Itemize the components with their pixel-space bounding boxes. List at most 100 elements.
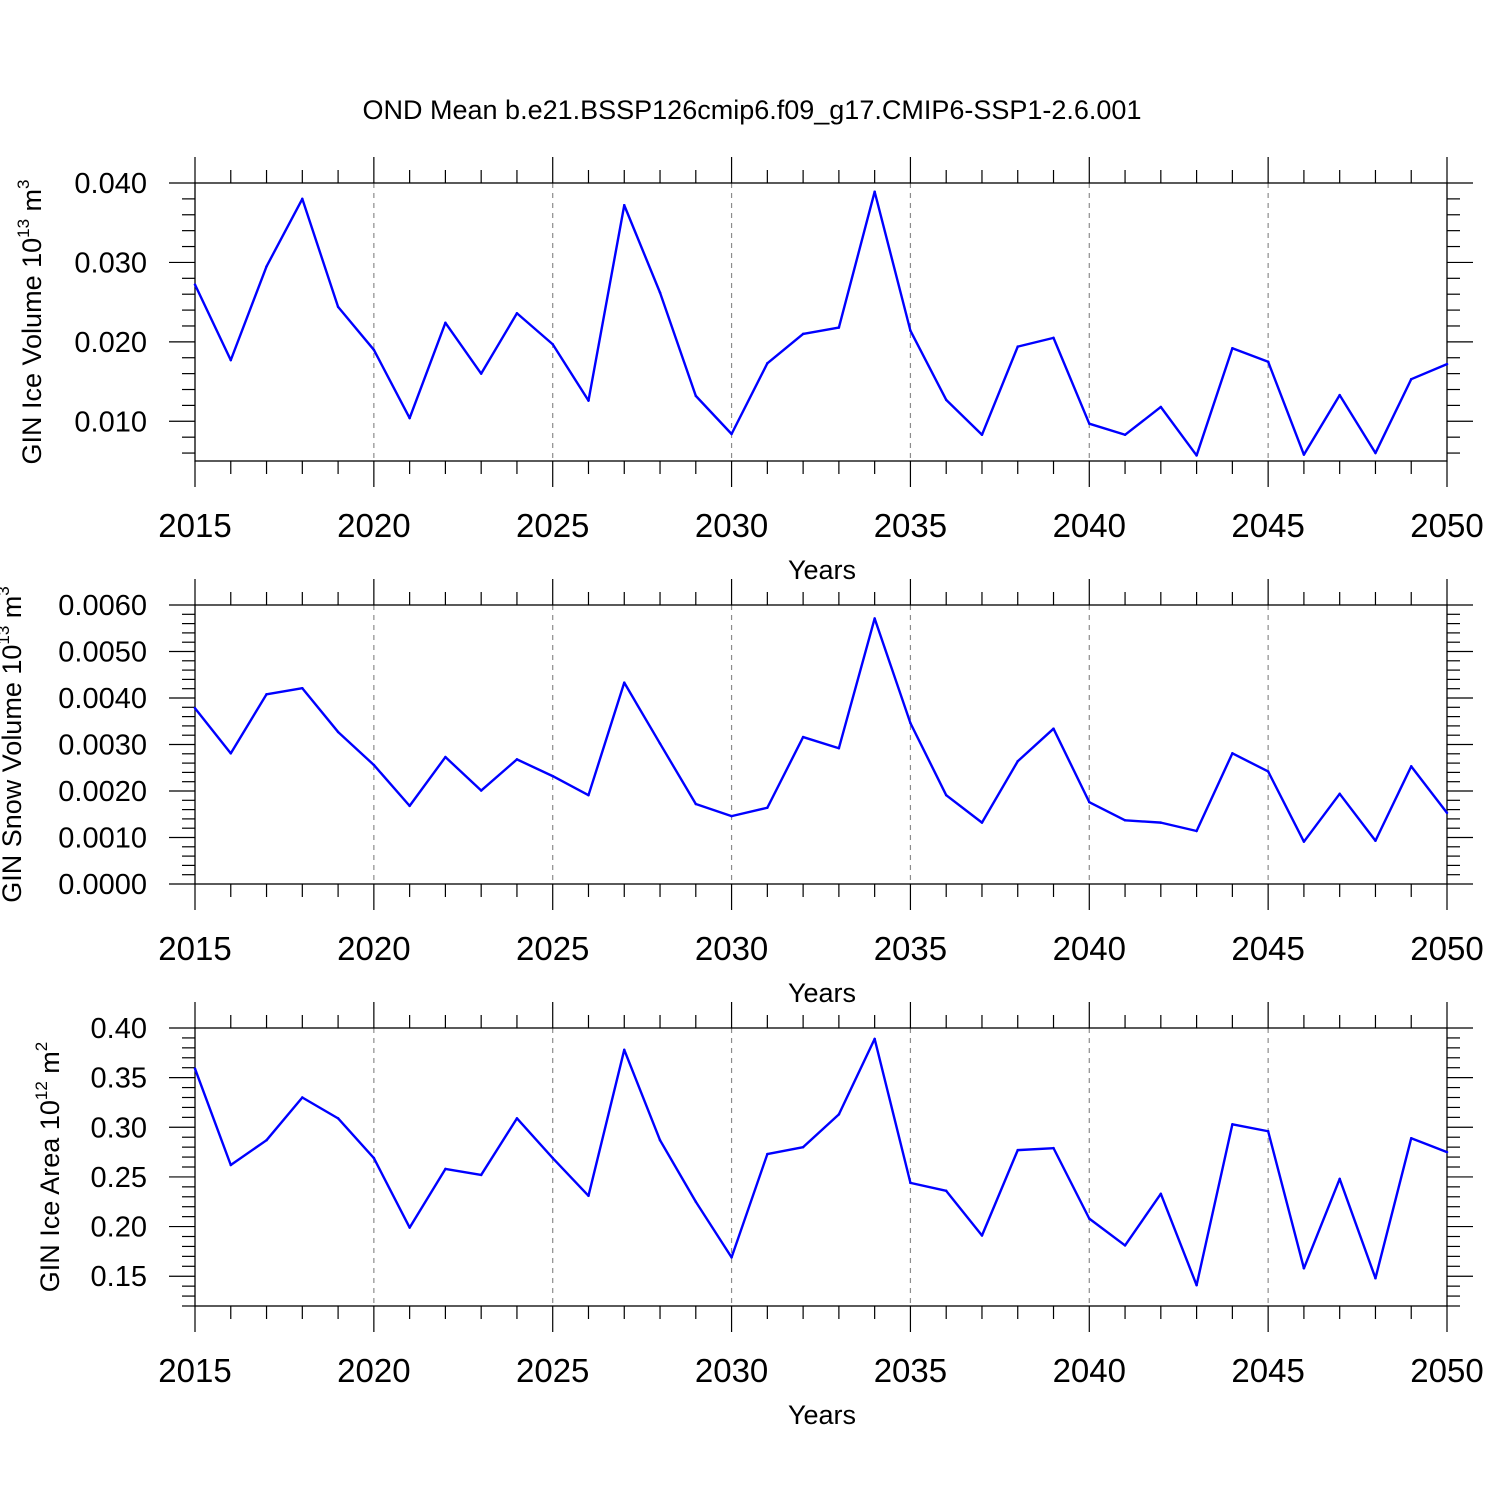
ice-volume-x-tick-label: 2015 xyxy=(158,507,231,544)
snow-volume-series-segment xyxy=(980,760,1019,824)
ice-volume-x-tick-label: 2030 xyxy=(695,507,768,544)
ice-volume-x-tick-label: 2040 xyxy=(1053,507,1126,544)
ice-volume-series-segment xyxy=(1159,405,1198,457)
ice-area-series-segment xyxy=(1302,1177,1341,1270)
ice-area-series-segment xyxy=(909,1181,948,1193)
ice-area-series-segment xyxy=(301,1096,340,1120)
ice-area-series-segment xyxy=(229,1138,268,1167)
ice-area-series-segment xyxy=(479,1117,519,1177)
ice-volume-series-segment xyxy=(766,332,805,365)
snow-volume-series-segment xyxy=(1159,821,1198,833)
ice-area-data-point xyxy=(1052,1146,1055,1150)
snow-volume-series-segment xyxy=(408,755,447,808)
ice-volume-data-point xyxy=(1159,405,1163,409)
ice-volume-data-point xyxy=(837,326,841,329)
ice-volume-series-segment xyxy=(837,190,876,329)
ice-volume-series-segment xyxy=(265,197,304,268)
ice-volume-series-segment xyxy=(658,291,697,398)
ice-area-series-segment xyxy=(587,1048,626,1197)
snow-volume-y-tick-label: 0.0000 xyxy=(58,869,147,901)
snow-volume-series-segment xyxy=(1052,727,1091,804)
ice-volume-data-point xyxy=(945,398,948,402)
ice-area-x-tick-label: 2040 xyxy=(1053,1352,1126,1389)
snow-volume-series-segment xyxy=(1338,792,1377,842)
ice-volume-data-point xyxy=(479,372,483,375)
snow-volume-data-point xyxy=(873,617,876,620)
panel-ice-volume: 0.010 0.020 0.030 0.040 2015 2020 2025 2030 2035… xyxy=(14,157,1484,585)
ice-volume-data-point xyxy=(658,291,662,294)
ice-volume-series-segment xyxy=(1410,362,1449,381)
snow-volume-data-point xyxy=(801,735,805,739)
snow-volume-series-segment xyxy=(801,735,841,750)
snow-volume-series-segment xyxy=(766,735,805,809)
snow-volume-data-point xyxy=(336,730,340,734)
snow-volume-x-tick-label: 2020 xyxy=(337,930,410,967)
ice-volume-x-tick-label: 2035 xyxy=(874,507,947,544)
ice-area-data-point xyxy=(301,1096,304,1099)
snow-volume-data-point xyxy=(587,793,590,797)
snow-volume-x-tick-label: 2035 xyxy=(874,930,947,967)
snow-volume-data-point xyxy=(766,806,769,809)
ice-volume-data-point xyxy=(1195,454,1198,457)
ice-area-series-segment xyxy=(658,1138,697,1203)
ice-area-data-point xyxy=(1016,1148,1019,1152)
snow-volume-y-tick-label: 0.0040 xyxy=(58,683,147,715)
snow-volume-y-tick-label: 0.0010 xyxy=(58,823,147,855)
ice-area-series-segment xyxy=(945,1189,984,1237)
ice-volume-data-point xyxy=(730,432,733,436)
snow-volume-x-tick-label: 2025 xyxy=(516,930,589,967)
ice-volume-data-point xyxy=(1266,360,1270,363)
ice-volume-data-point xyxy=(515,312,519,315)
ice-volume-series-segment xyxy=(1302,393,1341,456)
snow-volume-x-tick-label: 2050 xyxy=(1410,930,1483,967)
ice-volume-data-point xyxy=(1338,393,1341,397)
ice-area-y-tick-label: 0.30 xyxy=(91,1112,147,1144)
ice-volume-series-segment xyxy=(1266,360,1306,456)
ice-volume-series-segment xyxy=(515,312,554,346)
snow-volume-data-point xyxy=(551,774,554,778)
snow-volume-series-segment xyxy=(1195,752,1234,833)
snow-volume-series-segment xyxy=(479,758,519,792)
ice-area-data-point xyxy=(1338,1177,1341,1181)
ice-area-data-point xyxy=(1159,1192,1163,1196)
snow-volume-series-segment xyxy=(694,802,733,818)
snow-volume-data-point xyxy=(479,789,483,792)
ice-volume-series-segment xyxy=(909,329,948,402)
ice-area-y-axis-label: GIN Ice Area 1012 m2 xyxy=(32,1042,65,1293)
ice-area-series-segment xyxy=(1266,1130,1306,1270)
ice-area-series-segment xyxy=(1374,1137,1413,1280)
ice-area-data-point xyxy=(1302,1267,1306,1270)
ice-volume-data-point xyxy=(980,433,984,436)
snow-volume-series-segment xyxy=(658,742,697,806)
ice-volume-data-point xyxy=(301,197,304,201)
ice-area-data-point xyxy=(1266,1130,1270,1133)
snow-volume-x-tick-label: 2040 xyxy=(1053,930,1126,967)
ice-volume-data-point xyxy=(694,394,697,398)
ice-volume-series-segment xyxy=(1195,347,1234,457)
snow-volume-data-point xyxy=(1410,765,1413,768)
snow-volume-series-segment xyxy=(229,693,268,755)
ice-area-data-point xyxy=(980,1234,984,1237)
panel-ice-area: 0.15 0.20 0.25 0.30 0.35 0.40 2015 2020 2025 2030… xyxy=(32,1002,1484,1430)
ice-volume-data-point xyxy=(229,358,232,362)
ice-volume-series-segment xyxy=(945,398,984,436)
snow-volume-series-segment xyxy=(837,617,876,750)
ice-volume-series-segment xyxy=(1052,336,1091,425)
ice-volume-series-segment xyxy=(1123,405,1163,436)
ice-volume-series-segment xyxy=(623,204,662,294)
snow-volume-y-tick-label: 0.0050 xyxy=(58,637,147,669)
ice-area-data-point xyxy=(1445,1150,1449,1154)
snow-volume-data-point xyxy=(1016,760,1019,763)
ice-volume-series-segment xyxy=(193,283,232,362)
ice-area-series-segment xyxy=(193,1067,232,1167)
snow-volume-series-segment xyxy=(1231,752,1270,773)
ice-volume-data-point xyxy=(265,265,268,268)
snow-volume-data-point xyxy=(945,793,948,797)
ice-volume-series-segment xyxy=(408,321,447,420)
ice-volume-series-segment xyxy=(980,345,1019,436)
ice-area-data-point xyxy=(837,1113,841,1116)
ice-area-x-tick-label: 2020 xyxy=(337,1352,410,1389)
ice-volume-data-point xyxy=(1231,347,1234,350)
ice-area-data-point xyxy=(658,1138,662,1142)
ice-volume-series-segment xyxy=(372,348,411,420)
